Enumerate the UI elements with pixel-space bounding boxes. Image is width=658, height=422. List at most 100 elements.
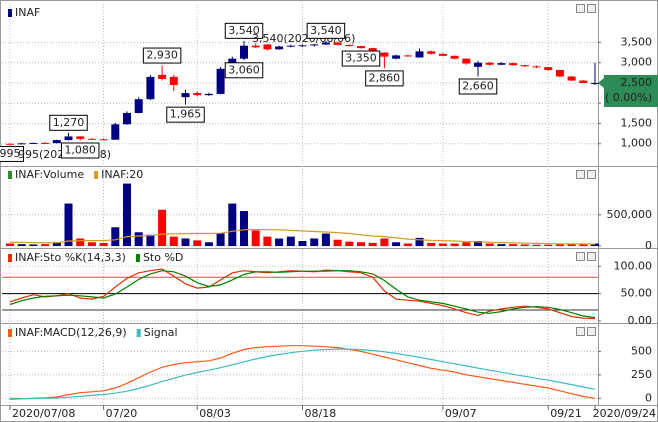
bar <box>64 203 73 246</box>
bar <box>41 244 50 246</box>
annotation-box <box>365 70 404 87</box>
bar <box>275 238 284 246</box>
annotation-box <box>49 114 88 131</box>
candle-body <box>321 42 330 45</box>
candle-body <box>275 46 284 50</box>
legend-swatch <box>8 171 12 179</box>
candle-body <box>240 45 248 59</box>
bar <box>544 244 553 246</box>
candle-body <box>474 62 482 67</box>
bar <box>497 244 506 246</box>
legend-label: INAF:Sto %K(14,3,3) <box>15 251 126 264</box>
candle-body <box>591 82 599 84</box>
annotation: 3,060 <box>224 62 264 79</box>
bar <box>193 240 202 246</box>
candle-body <box>64 136 73 141</box>
candle-body <box>368 48 377 53</box>
candle-body <box>345 44 354 47</box>
candle-body <box>392 55 401 59</box>
candle-body <box>310 44 319 46</box>
annotation-label: 2,860 <box>369 71 401 84</box>
annotation-label: 995 <box>0 147 21 160</box>
annotation-box <box>142 47 182 64</box>
candle-body <box>29 142 38 144</box>
bar <box>357 242 365 246</box>
y-tick-label: 3,000 <box>621 56 653 69</box>
candle-body <box>99 139 108 141</box>
bar <box>450 243 459 246</box>
bar <box>123 183 131 246</box>
annotation: 2,860 <box>365 70 404 87</box>
bar <box>169 236 178 246</box>
bar <box>298 241 307 246</box>
bar <box>321 233 330 246</box>
candle-body <box>427 51 436 54</box>
bar <box>438 243 447 246</box>
bar <box>368 242 377 246</box>
bar <box>181 238 190 246</box>
y-tick-label: 500,000 <box>607 208 653 221</box>
bar <box>111 227 120 246</box>
x-tick-label: 09/07 <box>445 407 477 420</box>
annotation: 1,080 <box>60 142 100 159</box>
series-line <box>9 345 596 400</box>
candle-body <box>76 136 85 139</box>
candle-body <box>497 63 506 65</box>
candle-body <box>357 46 365 49</box>
y-tick-label: 250 <box>631 368 652 381</box>
annotation-label: 1,080 <box>64 144 96 157</box>
y-tick-label: 1,500 <box>621 116 653 129</box>
candle-body <box>509 63 518 66</box>
candle-body <box>181 93 190 98</box>
legend-label: INAF:MACD(12,26,9) <box>15 326 127 339</box>
x-tick-label: 08/18 <box>305 407 337 420</box>
annotation: 2,660 <box>458 78 498 95</box>
candle-body <box>146 76 155 100</box>
bar <box>99 242 108 246</box>
candle-body <box>216 68 225 94</box>
candle-body <box>6 143 14 145</box>
y-tick-label: 0.00 <box>628 314 653 327</box>
legend-label: INAF:20 <box>101 168 143 181</box>
candle-body <box>52 140 61 144</box>
bar <box>579 244 588 246</box>
panel-buttons[interactable] <box>576 4 596 336</box>
candle-body <box>87 138 96 140</box>
annotation-box <box>306 22 346 39</box>
candle-body <box>169 76 178 85</box>
last-price-label: 2,500 <box>621 76 653 89</box>
bar <box>263 236 272 246</box>
bar <box>427 242 436 246</box>
candle-body <box>380 52 389 57</box>
bar <box>415 237 424 246</box>
bar <box>158 209 167 246</box>
annotation-label: 3,540 <box>310 24 342 37</box>
bar <box>333 239 342 246</box>
annotation-box <box>224 62 264 79</box>
candle-body <box>438 53 447 56</box>
candle-body <box>263 44 272 50</box>
legend-swatch <box>8 9 12 17</box>
y-tick-label: 100.00 <box>614 259 653 272</box>
candle-body <box>123 112 131 125</box>
bar <box>380 238 389 246</box>
bar <box>76 238 85 246</box>
bar <box>52 242 61 246</box>
annotation-box <box>0 145 24 162</box>
candle-body <box>450 55 459 59</box>
y-tick-label: 0 <box>645 239 652 252</box>
candle-body <box>485 62 494 65</box>
annotation: 3,350 <box>341 50 381 67</box>
candle-body <box>520 65 529 67</box>
bar <box>240 211 248 246</box>
bar <box>462 242 471 246</box>
legend-label: Signal <box>144 326 178 339</box>
bar <box>532 244 541 246</box>
legend-swatch <box>135 254 140 262</box>
x-tick-label: 08/03 <box>199 407 231 420</box>
x-tick-label: 07/20 <box>106 407 138 420</box>
last-price-pointer <box>598 77 604 88</box>
bar <box>310 238 319 246</box>
x-tick-label: 2020/09/24 <box>593 407 656 420</box>
